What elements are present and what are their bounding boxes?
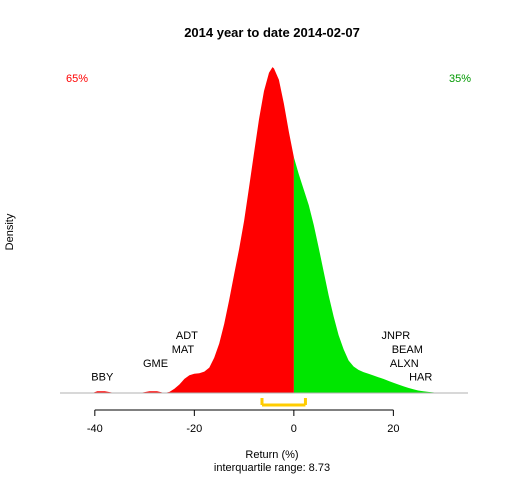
- outlier-label: MAT: [172, 344, 195, 356]
- x-tick-label: 0: [291, 423, 297, 435]
- chart-title: 2014 year to date 2014-02-07: [184, 25, 360, 40]
- iqr-caption: interquartile range: 8.73: [214, 462, 330, 474]
- outlier-label: BEAM: [392, 344, 423, 356]
- positive-share-label: 35%: [449, 73, 471, 85]
- positive-return-area: [293, 157, 439, 393]
- outlier-label: ADT: [176, 330, 198, 342]
- outlier-label: BBY: [91, 371, 114, 383]
- x-tick-label: 20: [387, 423, 399, 435]
- iqr-bracket: [260, 398, 307, 407]
- x-tick-label: -20: [186, 423, 202, 435]
- x-tick-label: -40: [87, 423, 103, 435]
- outlier-label: HAR: [409, 371, 432, 383]
- x-axis-label: Return (%): [245, 449, 298, 461]
- negative-share-label: 65%: [66, 73, 88, 85]
- x-axis: -40 -20 0 20: [87, 409, 399, 435]
- outlier-label: GME: [143, 358, 168, 370]
- density-areas: [92, 67, 439, 393]
- outlier-label: JNPR: [382, 330, 411, 342]
- negative-return-area: [92, 67, 294, 393]
- outlier-label: ALXN: [390, 358, 419, 370]
- plot-frame: [59, 59, 469, 396]
- y-axis-label: Density: [4, 213, 16, 250]
